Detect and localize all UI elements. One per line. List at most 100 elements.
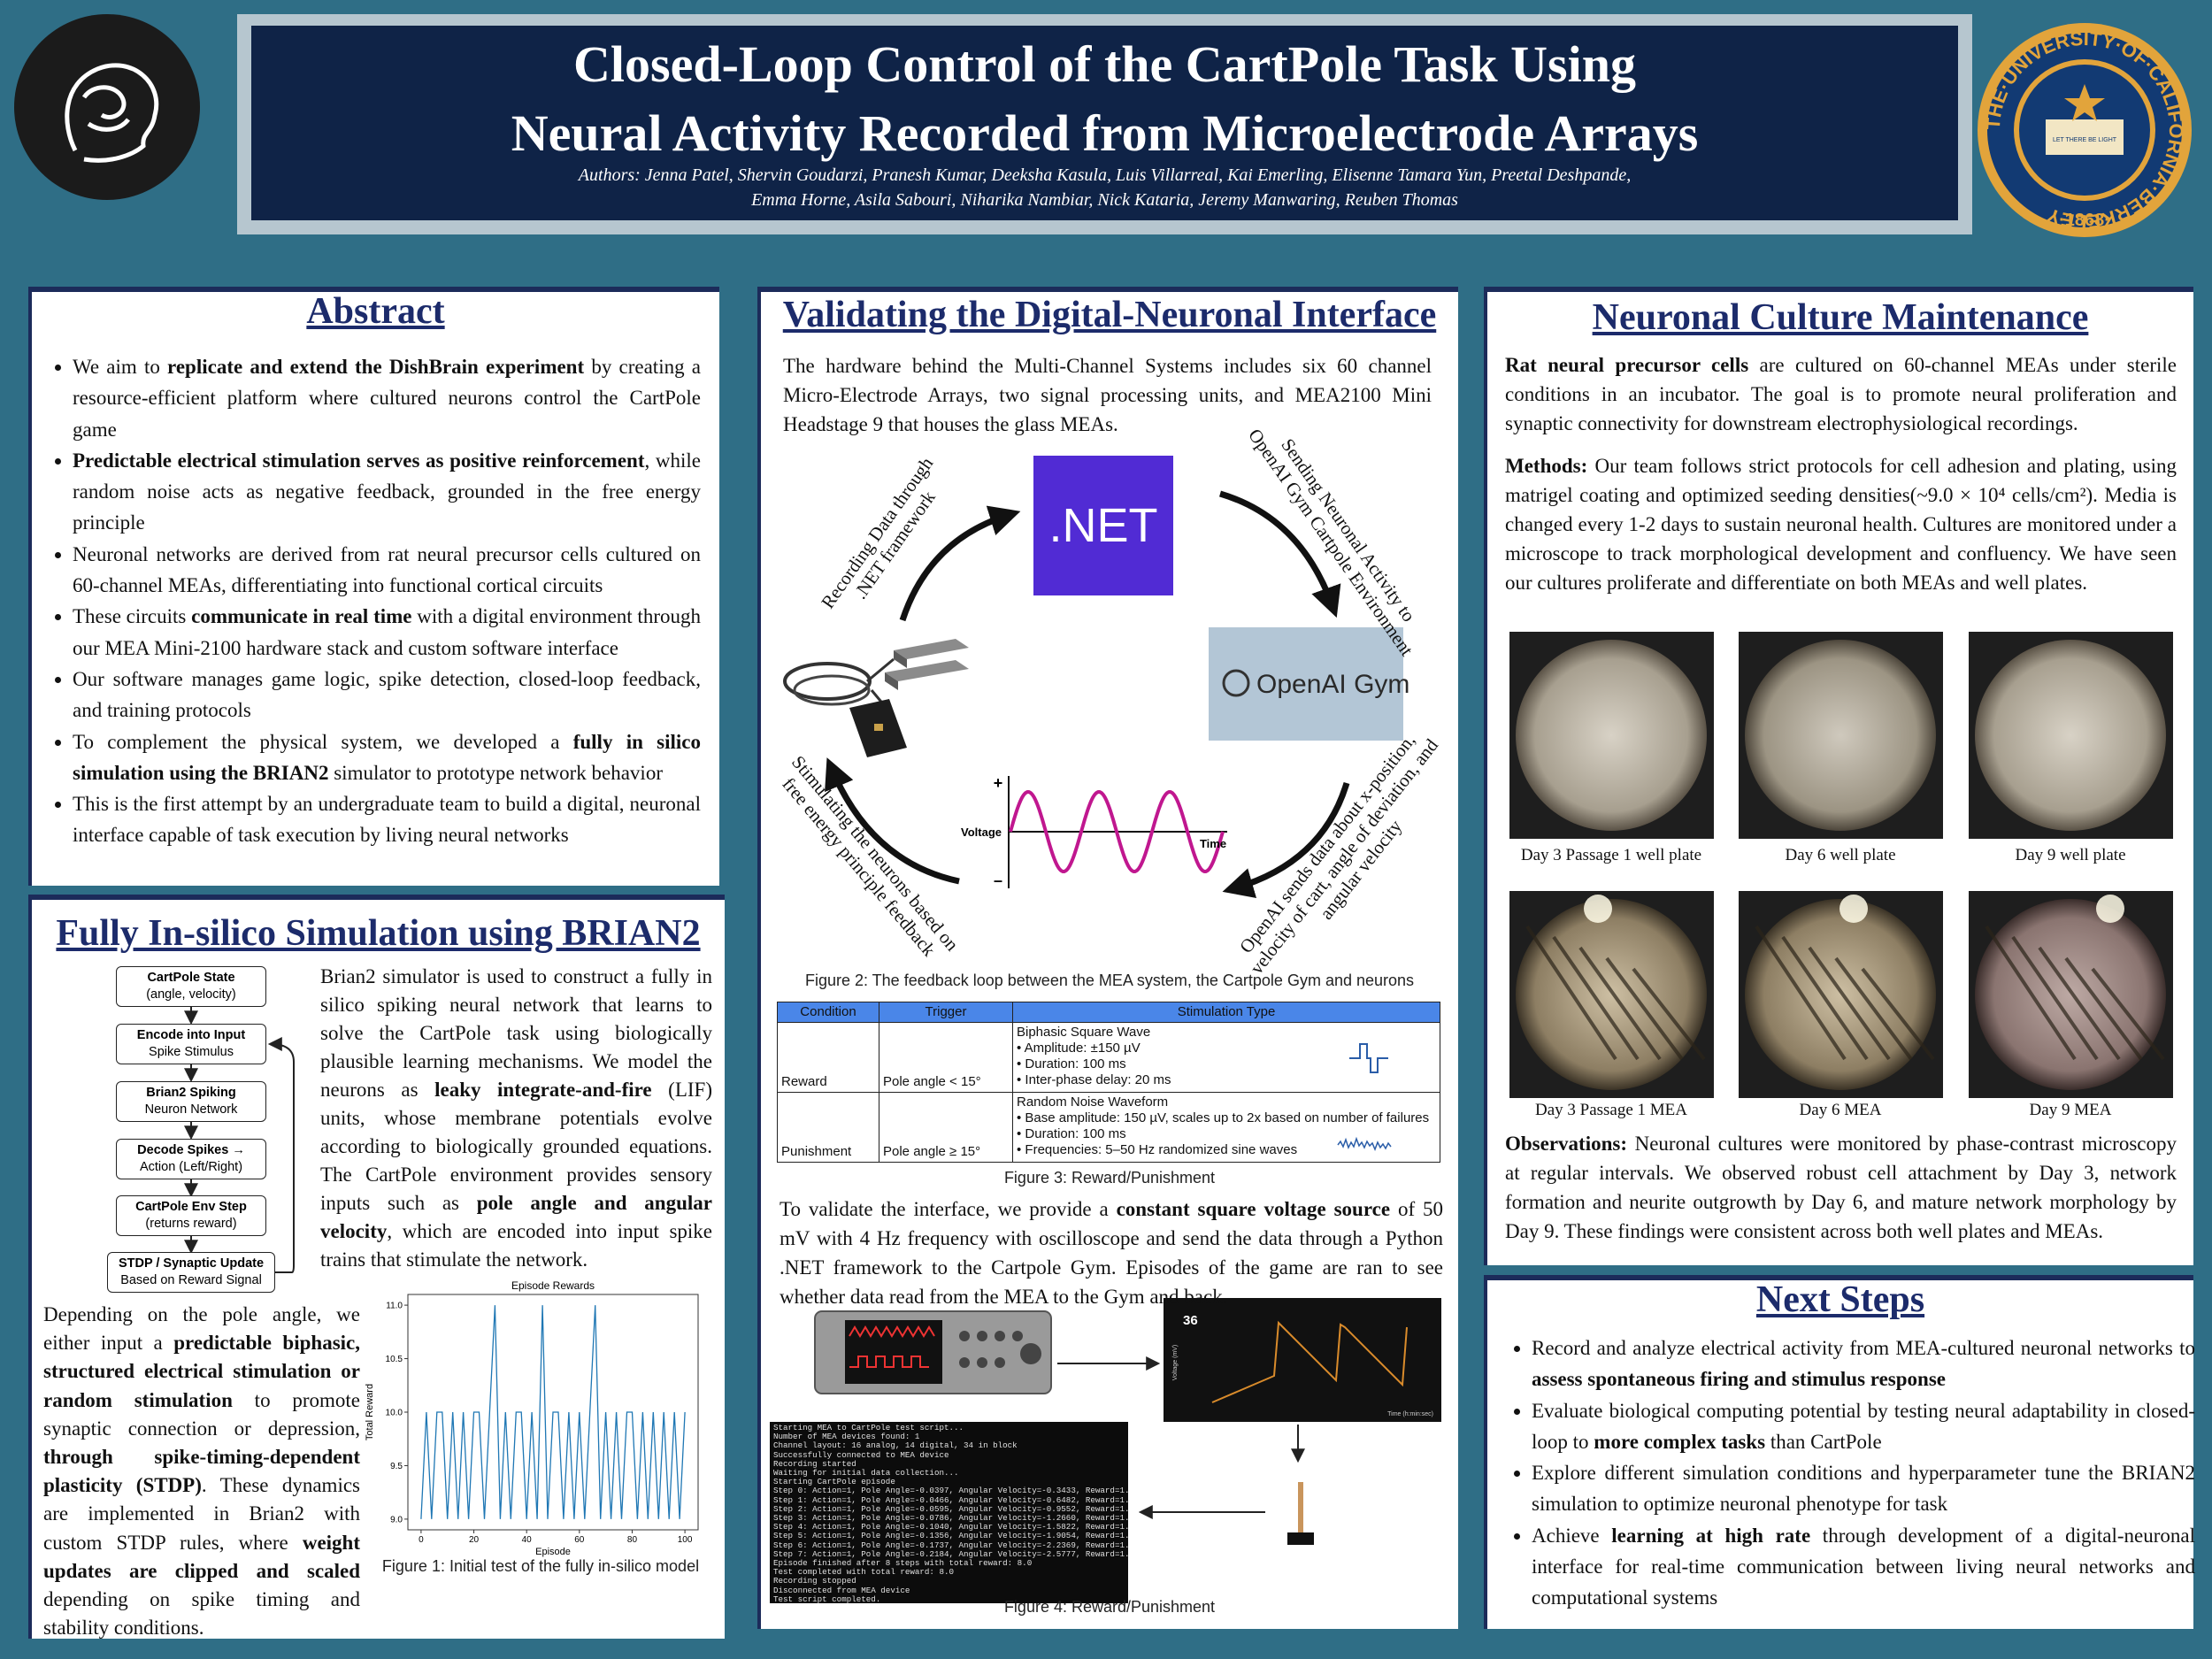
micrograph-caption: Day 3 Passage 1 MEA [1534, 1101, 1688, 1119]
lab-logo [14, 14, 200, 200]
title: Closed-Loop Control of the CartPole Task… [251, 30, 1958, 168]
flow-node-title: STDP / Synaptic Update [118, 1256, 265, 1271]
voltage-x-label: Time [1200, 837, 1226, 850]
voltage-plot [1008, 776, 1227, 888]
table-header: Trigger [879, 1002, 1013, 1023]
light-spot [2096, 895, 2124, 923]
stim-item: • Inter-phase delay: 20 ms [1017, 1072, 1171, 1087]
text-run: , which are encoded into input spike tra… [320, 1220, 712, 1271]
paragraph: Methods: Our team follows strict protoco… [1505, 451, 2177, 597]
flow-node-sub: Based on Reward Signal [120, 1273, 262, 1287]
stim-title: Random Noise Waveform [1017, 1094, 1169, 1110]
table-cell: Biphasic Square Wave • Amplitude: ±150 µV… [1012, 1022, 1440, 1093]
shape [894, 639, 969, 659]
text-run: We aim to [73, 356, 168, 378]
abstract-bullets: We aim to replicate and extend the DishB… [50, 351, 701, 851]
shape [849, 1356, 929, 1368]
terminal-line: Step 1: Action=1, Pole Angle=-0.0466, An… [773, 1494, 1128, 1505]
electrode-trace [1552, 935, 1640, 1061]
section-heading: Next Steps [1755, 1279, 1925, 1320]
stim-item: • Duration: 100 ms [1017, 1126, 1126, 1141]
voltage-plus: + [994, 774, 1003, 792]
flow-node: Brian2 Spiking Neuron Network [116, 1081, 266, 1122]
terminal-line: Test script completed. [773, 1594, 881, 1603]
shape [995, 1357, 1005, 1368]
text-run: Achieve [1532, 1524, 1612, 1547]
bullet: Explore different simulation conditions … [1532, 1457, 2195, 1520]
shape [977, 1357, 987, 1368]
shape [995, 1331, 1005, 1341]
flow-node-title: CartPole Env Step [135, 1200, 247, 1214]
text-run: Evaluate biological computing potential … [1532, 1399, 2195, 1453]
electrode-trace [1605, 956, 1684, 1061]
flow-node-title: CartPole State [147, 971, 235, 985]
terminal-line: Step 6: Action=1, Pole Angle=-0.1737, An… [773, 1540, 1128, 1550]
text-run: (LIF) units, whose membrane potentials e… [320, 1079, 712, 1214]
shape [1222, 781, 1350, 898]
stim-item: • Amplitude: ±150 µV [1017, 1041, 1141, 1056]
text-run: This is the first attempt by an undergra… [73, 793, 701, 847]
flow-node-title: Encode into Input [136, 1028, 246, 1042]
bold-run: fully in silico simulation using the BRI… [73, 730, 701, 784]
shape [959, 1331, 970, 1341]
voltage-minus: – [994, 872, 1002, 889]
bold-run: predictable biphasic, structured electri… [43, 1332, 360, 1411]
caption: Figure 4: Reward/Punishment [1003, 1598, 1216, 1616]
bullet: We aim to replicate and extend the DishB… [73, 351, 701, 445]
bold-run: replicate and extend the DishBrain exper… [167, 356, 585, 378]
x-tick-label: 100 [678, 1535, 693, 1545]
flow-node: Decode Spikes → Action (Left/Right) [116, 1139, 266, 1179]
shape [1020, 1343, 1041, 1364]
shape [849, 1325, 935, 1338]
electrode-trace [2064, 956, 2143, 1061]
electrode-trace [1632, 967, 1706, 1061]
text-run: , while random noise acts as negative fe… [73, 449, 701, 534]
table-header: Condition [777, 1002, 879, 1023]
shape [885, 672, 898, 690]
section-heading: Neuronal Culture Maintenance [1592, 297, 2089, 338]
x-tick-label: 0 [419, 1535, 424, 1545]
bold-run: assess spontaneous firing and stimulus r… [1532, 1368, 1946, 1391]
flow-arrows [184, 1006, 295, 1273]
text-run: of 50 mV with 4 Hz frequency with oscill… [780, 1198, 1443, 1308]
shape [977, 1331, 987, 1341]
bullet: Evaluate biological computing potential … [1532, 1395, 2195, 1458]
x-tick-label: 40 [522, 1535, 533, 1545]
electrode-trace [1755, 925, 1847, 1061]
micrograph-field [1516, 640, 1707, 831]
bullet: Record and analyze electrical activity f… [1532, 1333, 2195, 1395]
text-run: Explore different simulation conditions … [1532, 1462, 2195, 1516]
bullet: These circuits communicate in real time … [73, 601, 701, 664]
electrode-trace [1525, 925, 1617, 1061]
bold-run: communicate in real time [191, 605, 412, 628]
shape [1287, 1532, 1314, 1545]
net-box [1033, 456, 1173, 595]
paragraph: Observations: Neuronal cultures were mon… [1505, 1129, 2177, 1246]
x-axis-label: Episode [535, 1547, 571, 1557]
shape [874, 724, 883, 731]
shape [885, 660, 969, 681]
electrode-trace [1781, 935, 1869, 1061]
table-header: Stimulation Type [1012, 1002, 1440, 1023]
shape [793, 674, 871, 706]
terminal-line: Starting CartPole episode [773, 1477, 895, 1487]
title-box [251, 26, 1958, 220]
table-cell: Reward [777, 1022, 879, 1093]
shape [1012, 1331, 1023, 1341]
shape [81, 85, 127, 119]
bold-run: Predictable electrical stimulation serve… [73, 449, 645, 472]
caption: Figure 2: The feedback loop between the … [804, 972, 1415, 989]
terminal-line: Episode finished after 8 steps with tota… [773, 1558, 1033, 1569]
lab-logo-mark [65, 63, 159, 163]
stim-item: • Frequencies: 5–50 Hz randomized sine w… [1017, 1142, 1298, 1157]
text-run: Neuronal networks are derived from rat n… [73, 542, 701, 597]
terminal-line: Test completed with total reward: 8.0 [773, 1567, 954, 1578]
text-run: are cultured on 60-channel MEAs under st… [1505, 354, 2177, 434]
gym-logo [1222, 669, 1250, 697]
bold-run: more complex tasks [1594, 1430, 1766, 1453]
flow-node: Encode into Input Spike Stimulus [116, 1024, 266, 1064]
bold-run: learning at high rate [1611, 1524, 1811, 1547]
electrode-trace [2038, 946, 2121, 1061]
